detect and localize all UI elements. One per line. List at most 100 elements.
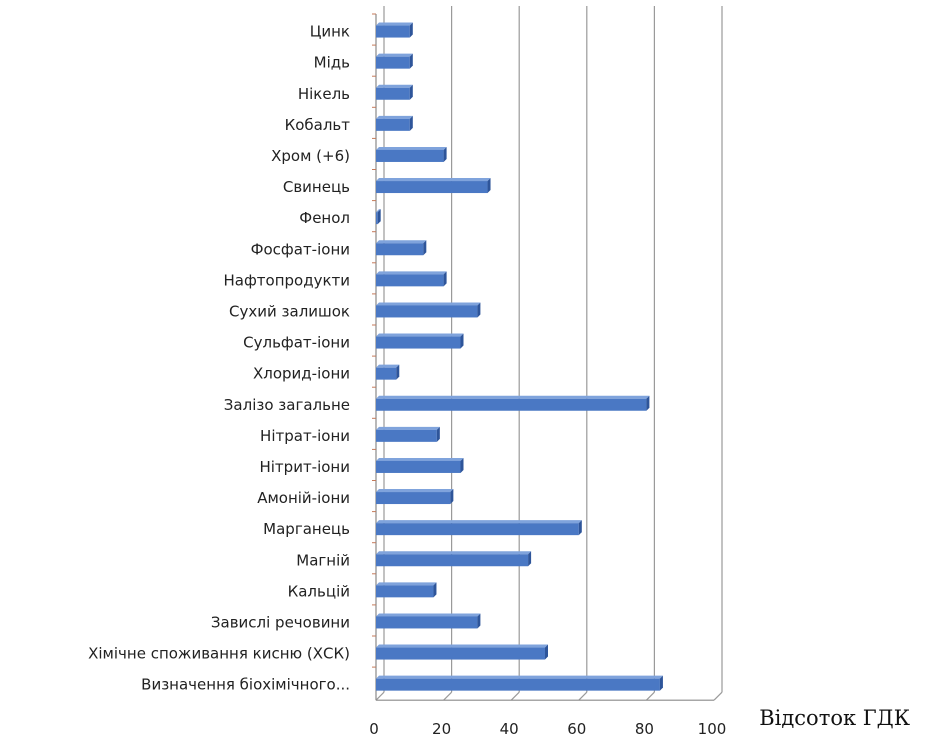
bar-front-face: [376, 554, 529, 567]
category-label: Хімічне споживання кисню (ХСК): [88, 645, 350, 663]
x-tick-label: 20: [432, 720, 451, 738]
bar-end-face: [409, 22, 413, 38]
bar: [376, 333, 464, 349]
bar-top-face: [376, 240, 427, 244]
bar-end-face: [436, 426, 440, 442]
bar-front-face: [376, 367, 397, 380]
x-tick-label: 40: [500, 720, 519, 738]
category-label: Кальцій: [288, 582, 350, 600]
bar-top-face: [376, 613, 481, 617]
bar-front-face: [376, 181, 488, 194]
bar-end-face: [423, 240, 427, 256]
bar: [376, 240, 427, 256]
bar-top-face: [376, 426, 440, 430]
bar-top-face: [376, 395, 650, 399]
bars: [376, 22, 663, 691]
bar-top-face: [376, 551, 532, 555]
bar-top-face: [376, 364, 400, 368]
category-label: Хлорид-іони: [253, 365, 350, 383]
bar-end-face: [443, 271, 447, 287]
bar-top-face: [376, 582, 437, 586]
bar-end-face: [433, 582, 437, 598]
x-tick-label: 0: [369, 720, 379, 738]
bar: [376, 53, 413, 69]
bar: [376, 115, 413, 131]
bar: [376, 84, 413, 100]
bar: [376, 613, 481, 629]
bar-front-face: [376, 56, 410, 69]
bar-end-face: [477, 302, 481, 318]
category-label: Свинець: [283, 178, 350, 196]
bar-end-face: [545, 644, 548, 660]
bar-end-face: [409, 84, 413, 100]
bar-top-face: [376, 520, 582, 524]
bar-front-face: [376, 305, 478, 318]
bar-end-face: [409, 53, 413, 69]
bar-front-face: [376, 149, 444, 162]
bar-end-face: [409, 115, 413, 131]
x-tick-label: 60: [567, 720, 586, 738]
bar-end-face: [528, 551, 532, 567]
bar-top-face: [376, 302, 481, 306]
bar-front-face: [376, 585, 434, 598]
category-label: Залізо загальне: [224, 396, 350, 414]
category-label: Нітрит-іони: [259, 458, 350, 476]
bar-front-face: [376, 429, 437, 442]
category-label: Фосфат-іони: [251, 240, 350, 258]
bar-front-face: [376, 492, 451, 505]
bar: [376, 457, 464, 473]
category-label: Нафтопродукти: [223, 271, 350, 289]
bar-front-face: [376, 523, 579, 536]
bar-front-face: [376, 678, 660, 691]
bar-end-face: [450, 489, 454, 505]
category-label: Сухий залишок: [229, 302, 350, 320]
bar-top-face: [376, 209, 381, 213]
bar-front-face: [376, 274, 444, 287]
bar: [376, 489, 454, 505]
bar: [376, 582, 437, 598]
bar-top-face: [376, 84, 413, 88]
bar-end-face: [487, 178, 491, 194]
bar: [376, 426, 440, 442]
bar-end-face: [377, 209, 381, 225]
bar-front-face: [376, 336, 461, 349]
bar: [376, 302, 481, 318]
category-label: Хром (+6): [271, 147, 350, 165]
bar: [376, 395, 650, 411]
bar: [376, 520, 582, 536]
bar-front-face: [376, 460, 461, 473]
bar-end-face: [477, 613, 481, 629]
category-label: Мідь: [314, 54, 350, 72]
category-label: Цинк: [310, 23, 350, 41]
bar-top-face: [376, 675, 663, 679]
category-label: Визначення біохімічного...: [141, 676, 350, 694]
bar-front-face: [376, 647, 545, 660]
bar-top-face: [376, 333, 464, 337]
category-label: Нітрат-іони: [260, 427, 350, 445]
category-label: Нікель: [298, 85, 350, 103]
bar: [376, 675, 663, 691]
bar-end-face: [460, 457, 464, 473]
category-labels: Цинк Мідь Нікель Кобальт Хром (+6) Свинець Фен…: [88, 23, 350, 694]
bar: [376, 178, 491, 194]
bar-end-face: [659, 675, 663, 691]
bar-top-face: [376, 271, 447, 275]
bar-front-face: [376, 243, 424, 256]
bar: [376, 146, 447, 162]
bar-front-face: [376, 25, 410, 38]
bar-front-face: [376, 616, 478, 629]
bar-top-face: [376, 644, 548, 648]
category-label: Кобальт: [285, 116, 351, 134]
bar-end-face: [443, 146, 447, 162]
bar: [376, 551, 532, 567]
x-tick-label: 100: [698, 720, 727, 738]
bar-top-face: [376, 115, 413, 119]
category-label: Завислі речовини: [211, 613, 350, 631]
bar-top-face: [376, 53, 413, 57]
bar: [376, 271, 447, 287]
x-axis-title: Відсоток ГДК: [759, 706, 910, 730]
floor-line-40: [510, 691, 520, 701]
bar-end-face: [460, 333, 464, 349]
floor-line-100: [713, 691, 723, 701]
